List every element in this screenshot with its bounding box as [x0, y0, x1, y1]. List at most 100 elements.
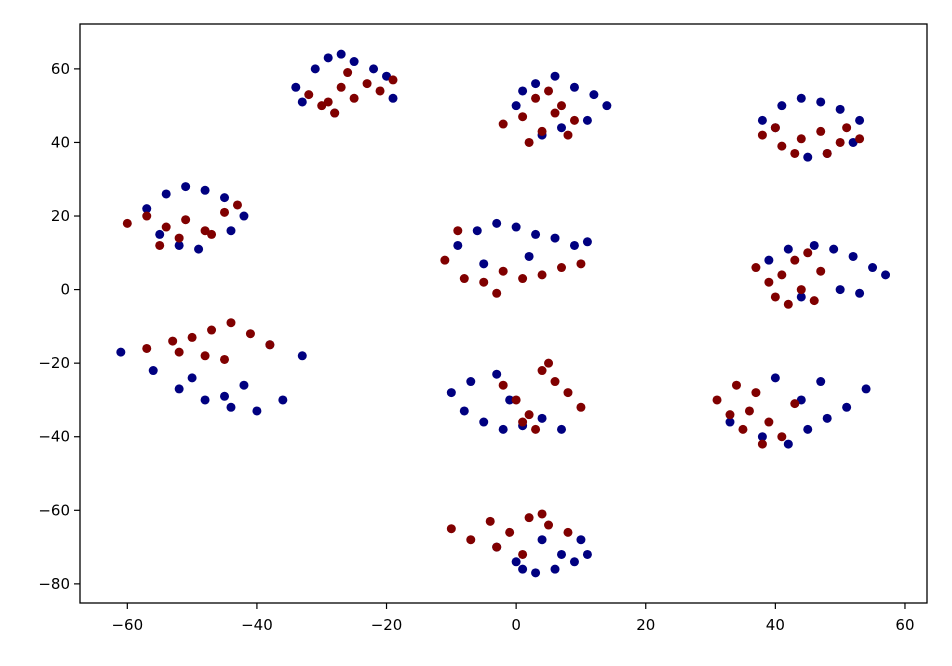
- point: [777, 141, 787, 151]
- point: [712, 395, 722, 405]
- point: [550, 564, 560, 574]
- x-tick-label: −40: [241, 616, 273, 634]
- point: [220, 207, 230, 217]
- point: [550, 233, 560, 243]
- point: [226, 402, 236, 412]
- point: [751, 263, 761, 273]
- point: [181, 215, 191, 225]
- point: [569, 557, 579, 567]
- point: [453, 240, 463, 250]
- point: [569, 82, 579, 92]
- point: [459, 406, 469, 416]
- point: [835, 137, 845, 147]
- point: [220, 193, 230, 203]
- point: [557, 123, 567, 133]
- point: [557, 549, 567, 559]
- point: [492, 218, 502, 228]
- point: [226, 226, 236, 236]
- point: [816, 266, 826, 276]
- y-tick-label: 40: [51, 133, 70, 151]
- point: [816, 97, 826, 107]
- point: [511, 557, 521, 567]
- point: [349, 57, 359, 67]
- point: [777, 270, 787, 280]
- point: [531, 79, 541, 89]
- point: [796, 292, 806, 302]
- point: [835, 104, 845, 114]
- point: [472, 226, 482, 236]
- point: [550, 108, 560, 118]
- point: [498, 119, 508, 129]
- point: [518, 564, 528, 574]
- x-tick-label: −60: [111, 616, 143, 634]
- point: [822, 148, 832, 158]
- point: [479, 417, 489, 427]
- point: [492, 288, 502, 298]
- point: [265, 340, 275, 350]
- point: [518, 417, 528, 427]
- point: [861, 384, 871, 394]
- point: [563, 388, 573, 398]
- point: [220, 391, 230, 401]
- point: [375, 86, 385, 96]
- point: [790, 399, 800, 409]
- point: [524, 410, 534, 420]
- point: [187, 332, 197, 342]
- point: [725, 417, 735, 427]
- point: [174, 347, 184, 357]
- points-layer: [116, 49, 891, 578]
- point: [524, 251, 534, 261]
- point: [323, 53, 333, 63]
- point: [232, 200, 242, 210]
- point: [738, 424, 748, 434]
- point: [764, 255, 774, 265]
- y-tick-label: −40: [38, 428, 70, 446]
- point: [848, 251, 858, 261]
- point: [511, 101, 521, 111]
- point: [589, 90, 599, 100]
- point: [835, 285, 845, 295]
- point: [537, 366, 547, 376]
- point: [297, 351, 307, 361]
- point: [809, 296, 819, 306]
- point: [446, 388, 456, 398]
- point: [239, 380, 249, 390]
- point: [142, 204, 152, 214]
- point: [518, 112, 528, 122]
- point: [498, 266, 508, 276]
- point: [557, 424, 567, 434]
- point: [790, 255, 800, 265]
- point: [297, 97, 307, 107]
- point: [453, 226, 463, 236]
- point: [181, 182, 191, 192]
- point: [498, 424, 508, 434]
- point: [569, 240, 579, 250]
- point: [855, 115, 865, 125]
- point: [796, 134, 806, 144]
- point: [207, 229, 217, 239]
- point: [174, 233, 184, 243]
- point: [744, 406, 754, 416]
- plot-frame: [79, 23, 928, 604]
- point: [537, 413, 547, 423]
- point: [479, 277, 489, 287]
- point: [200, 395, 210, 405]
- point: [842, 123, 852, 133]
- point: [200, 185, 210, 195]
- point: [174, 240, 184, 250]
- point: [829, 244, 839, 254]
- point: [142, 343, 152, 353]
- point: [569, 115, 579, 125]
- point: [777, 101, 787, 111]
- point: [531, 424, 541, 434]
- point: [790, 148, 800, 158]
- point: [187, 373, 197, 383]
- point: [803, 248, 813, 258]
- point: [731, 380, 741, 390]
- point: [816, 377, 826, 387]
- point: [822, 413, 832, 423]
- point: [576, 259, 586, 269]
- x-tick-label: 0: [511, 616, 521, 634]
